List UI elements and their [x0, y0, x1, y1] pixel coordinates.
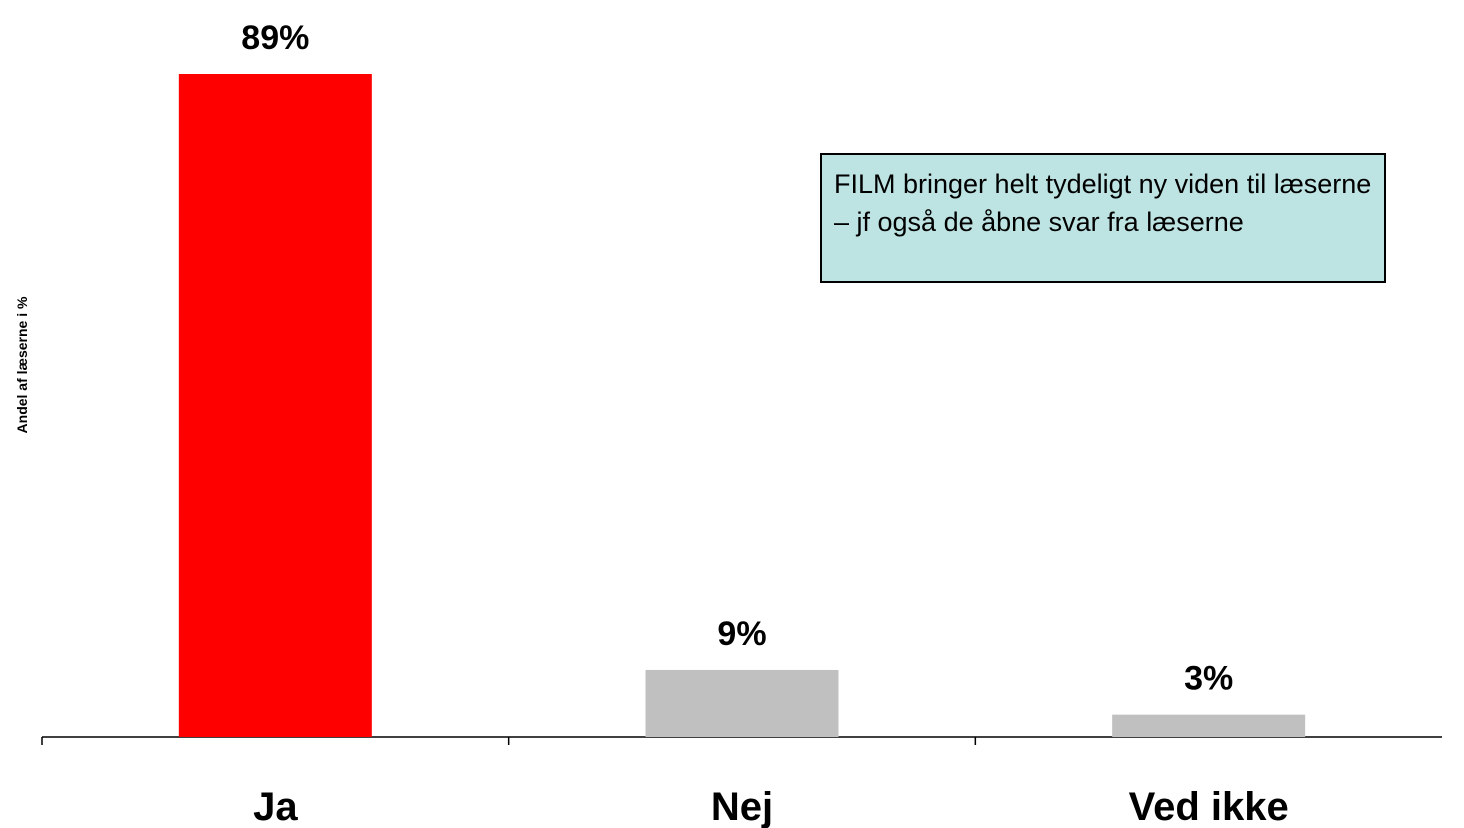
data-label: 9% [717, 615, 766, 653]
annotation-text: FILM bringer helt tydeligt ny viden til … [834, 169, 1372, 237]
category-label: Nej [711, 785, 773, 828]
data-label: 3% [1184, 660, 1233, 698]
bar-ja [178, 74, 372, 737]
category-label: Ja [253, 785, 298, 828]
data-label: 89% [241, 19, 309, 57]
category-label: Ved ikke [1129, 785, 1289, 828]
annotation-box: FILM bringer helt tydeligt ny viden til … [820, 153, 1386, 283]
bar-nej [645, 669, 839, 737]
bar-ved-ikke [1112, 714, 1306, 737]
